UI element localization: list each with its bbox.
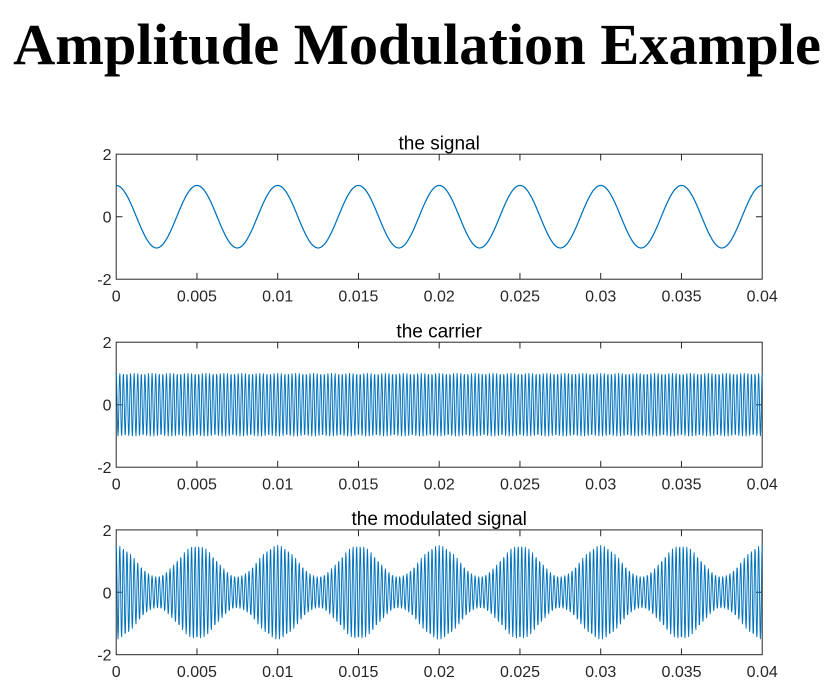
svg-text:0.015: 0.015 xyxy=(338,477,378,494)
svg-text:0: 0 xyxy=(103,210,112,227)
svg-text:Amplitude Modulation Example: Amplitude Modulation Example xyxy=(13,12,821,77)
svg-text:0.015: 0.015 xyxy=(338,289,378,306)
svg-text:0.01: 0.01 xyxy=(262,289,293,306)
svg-text:2: 2 xyxy=(103,523,112,540)
svg-text:the carrier: the carrier xyxy=(396,322,482,343)
svg-text:0.04: 0.04 xyxy=(747,477,778,494)
svg-text:0.03: 0.03 xyxy=(585,477,616,494)
svg-text:0.025: 0.025 xyxy=(500,664,540,681)
svg-text:0.01: 0.01 xyxy=(262,477,293,494)
svg-text:0.04: 0.04 xyxy=(747,289,778,306)
svg-text:0.01: 0.01 xyxy=(262,664,293,681)
svg-text:0.035: 0.035 xyxy=(661,477,701,494)
svg-text:-2: -2 xyxy=(97,648,111,665)
svg-text:0.035: 0.035 xyxy=(661,289,701,306)
svg-text:0: 0 xyxy=(103,585,112,602)
svg-text:0.005: 0.005 xyxy=(177,289,217,306)
svg-text:0.035: 0.035 xyxy=(661,664,701,681)
svg-text:0.025: 0.025 xyxy=(500,477,540,494)
svg-text:0.025: 0.025 xyxy=(500,289,540,306)
svg-text:0.03: 0.03 xyxy=(585,289,616,306)
svg-text:the modulated signal: the modulated signal xyxy=(352,509,527,530)
svg-text:0: 0 xyxy=(103,398,112,415)
svg-text:0: 0 xyxy=(112,289,121,306)
svg-text:0.005: 0.005 xyxy=(177,664,217,681)
svg-text:2: 2 xyxy=(103,147,112,164)
svg-text:0.02: 0.02 xyxy=(424,289,455,306)
svg-text:0.02: 0.02 xyxy=(424,664,455,681)
svg-text:0.02: 0.02 xyxy=(424,477,455,494)
svg-text:0.04: 0.04 xyxy=(747,664,778,681)
svg-text:0.005: 0.005 xyxy=(177,477,217,494)
svg-text:0.015: 0.015 xyxy=(338,664,378,681)
svg-text:-2: -2 xyxy=(97,460,111,477)
svg-text:the signal: the signal xyxy=(399,134,480,155)
svg-text:2: 2 xyxy=(103,335,112,352)
svg-text:0.03: 0.03 xyxy=(585,664,616,681)
svg-text:0: 0 xyxy=(112,664,121,681)
svg-text:0: 0 xyxy=(112,477,121,494)
svg-text:-2: -2 xyxy=(97,272,111,289)
